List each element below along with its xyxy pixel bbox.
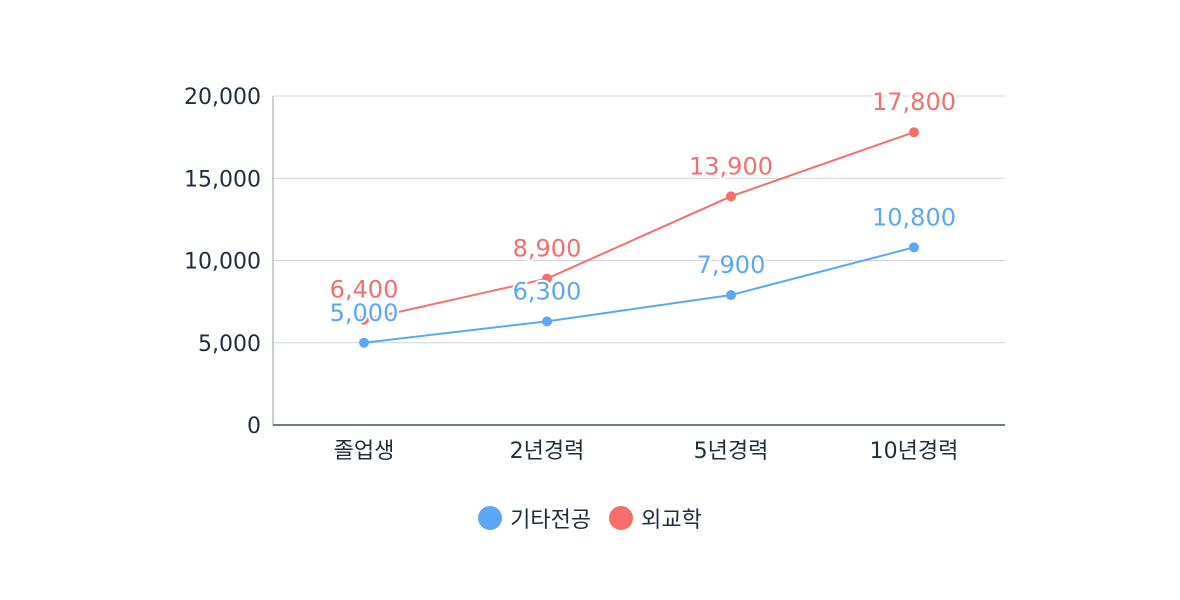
x-tick-label-2: 5년경력 xyxy=(694,439,769,464)
legend-item-other-majors: 기타전공 xyxy=(478,502,591,534)
legend-item-diplomacy: 외교학 xyxy=(609,502,702,534)
data-label-0-0: 5,000 xyxy=(330,299,399,327)
legend-swatch-diplomacy xyxy=(609,506,634,530)
y-tick-label-1: 5,000 xyxy=(198,332,261,357)
data-label-1-2: 13,900 xyxy=(689,152,773,180)
data-label-1-3: 17,800 xyxy=(872,88,956,116)
series-line-0 xyxy=(363,246,915,344)
y-tick-label-2: 10,000 xyxy=(184,250,261,275)
series-line-1 xyxy=(363,131,915,321)
legend: 기타전공 외교학 xyxy=(0,502,1180,534)
data-label-1-1: 8,900 xyxy=(513,235,582,263)
data-point-0-2 xyxy=(726,290,736,301)
y-tick-label-3: 15,000 xyxy=(184,167,261,192)
x-tick-label-0: 졸업생 xyxy=(334,439,395,464)
data-point-1-1 xyxy=(542,273,552,284)
legend-label-diplomacy: 외교학 xyxy=(641,508,702,533)
data-label-0-2: 7,900 xyxy=(697,251,766,279)
data-label-0-3: 10,800 xyxy=(872,203,956,231)
data-label-1-0: 6,400 xyxy=(330,276,399,304)
x-tick-label-1: 2년경력 xyxy=(510,439,585,464)
x-tick-label-3: 10년경력 xyxy=(870,439,959,464)
data-point-1-2 xyxy=(726,191,736,202)
data-point-0-1 xyxy=(542,316,552,327)
legend-label-other-majors: 기타전공 xyxy=(510,508,592,533)
data-point-1-3 xyxy=(909,127,919,138)
data-point-1-0 xyxy=(359,314,369,325)
data-label-0-1: 6,300 xyxy=(513,277,582,305)
y-tick-label-4: 20,000 xyxy=(184,85,261,110)
data-point-0-0 xyxy=(359,337,369,348)
line-chart: 0 5,000 10,000 15,000 20,000 졸업생 2년경력 5년경력 10년경력… xyxy=(184,85,1005,464)
y-tick-label-0: 0 xyxy=(247,414,261,439)
legend-swatch-other-majors xyxy=(478,506,503,530)
data-point-0-3 xyxy=(909,242,919,253)
